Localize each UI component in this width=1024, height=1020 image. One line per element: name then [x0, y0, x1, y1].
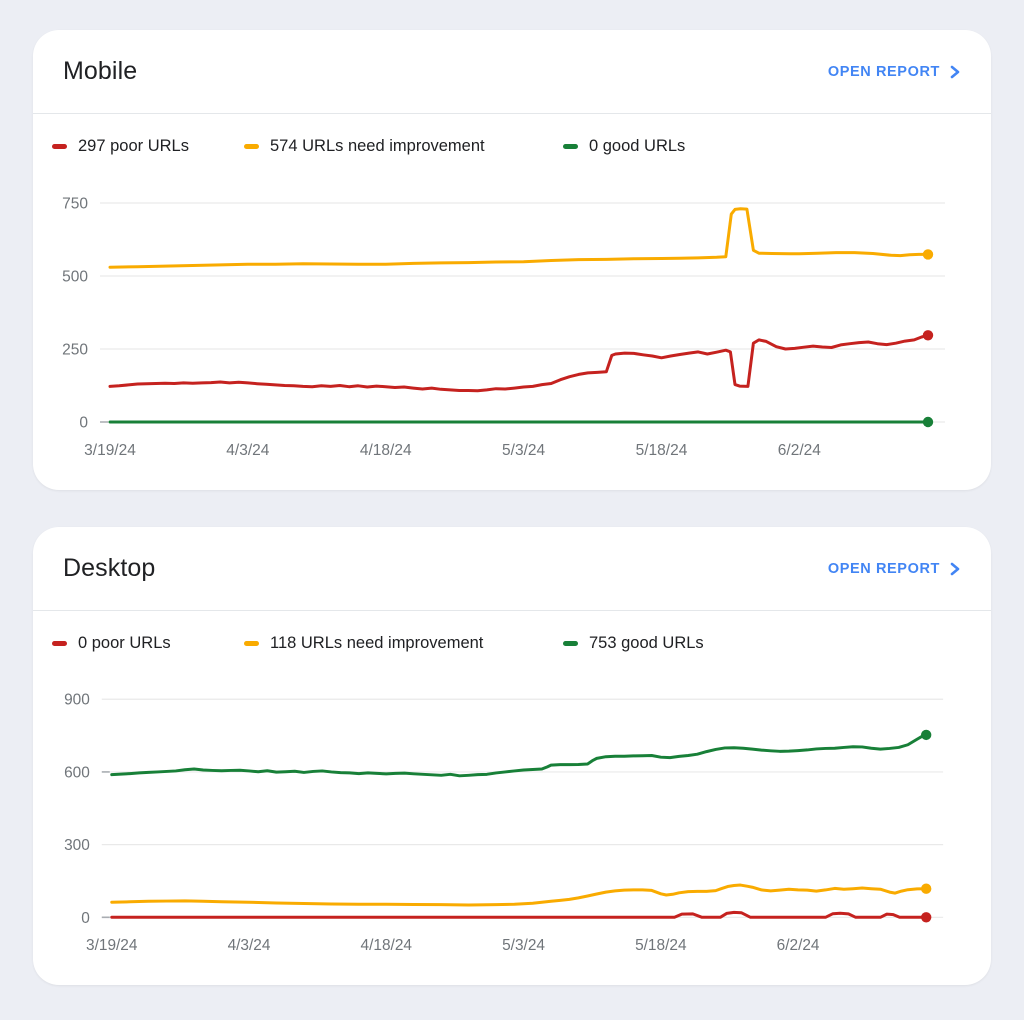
svg-text:3/19/24: 3/19/24	[86, 937, 138, 954]
svg-text:600: 600	[64, 764, 90, 781]
legend-item-poor: 297 poor URLs	[52, 137, 244, 156]
svg-text:4/18/24: 4/18/24	[360, 442, 412, 459]
svg-text:900: 900	[64, 692, 90, 709]
open-report-label: OPEN REPORT	[827, 63, 940, 80]
legend-item-good: 753 good URLs	[563, 634, 704, 653]
mobile-legend: 297 poor URLs 574 URLs need improvement …	[52, 137, 685, 156]
svg-text:6/2/24: 6/2/24	[778, 442, 821, 459]
desktop-card-title: Desktop	[63, 554, 156, 582]
good-swatch-icon	[563, 641, 578, 646]
svg-text:5/18/24: 5/18/24	[635, 937, 687, 954]
chevron-right-icon	[949, 562, 961, 576]
legend-item-poor: 0 poor URLs	[52, 634, 244, 653]
svg-text:4/18/24: 4/18/24	[361, 937, 413, 954]
open-report-label: OPEN REPORT	[827, 560, 940, 577]
svg-text:500: 500	[62, 269, 88, 286]
legend-label: 0 good URLs	[589, 137, 686, 155]
svg-text:5/18/24: 5/18/24	[636, 442, 688, 459]
svg-text:0: 0	[79, 415, 88, 432]
desktop-line-chart[interactable]: 900 600 300 0 3/19/24 4/3/24 4/18/24 5/3/24 5/18…	[33, 527, 991, 985]
mobile-card-header: Mobile OPEN REPORT	[33, 30, 991, 114]
legend-label: 118 URLs need improvement	[270, 634, 484, 652]
chevron-right-icon	[949, 65, 961, 79]
desktop-card: Desktop OPEN REPORT 0 poor URLs 118 URLs…	[33, 527, 991, 985]
svg-text:4/3/24: 4/3/24	[228, 937, 271, 954]
legend-label: 297 poor URLs	[78, 137, 189, 155]
good-swatch-icon	[563, 144, 578, 149]
mobile-line-chart[interactable]: 750 500 250 0 3/19/24 4/3/24 4/18/24 5/3/24 5/18…	[33, 30, 991, 490]
mobile-card-title: Mobile	[63, 57, 138, 85]
svg-text:3/19/24: 3/19/24	[84, 442, 136, 459]
desktop-legend: 0 poor URLs 118 URLs need improvement 75…	[52, 634, 704, 653]
legend-label: 0 poor URLs	[78, 634, 171, 652]
desktop-open-report-link[interactable]: OPEN REPORT	[828, 561, 961, 577]
desktop-card-header: Desktop OPEN REPORT	[33, 527, 991, 611]
needs-improvement-swatch-icon	[244, 144, 259, 149]
poor-swatch-icon	[52, 144, 67, 149]
legend-item-needs-improvement: 574 URLs need improvement	[244, 137, 563, 156]
legend-label: 574 URLs need improvement	[270, 137, 485, 155]
poor-swatch-icon	[52, 641, 67, 646]
svg-text:6/2/24: 6/2/24	[777, 937, 820, 954]
mobile-card: Mobile OPEN REPORT 297 poor URLs 574 URL…	[33, 30, 991, 490]
svg-text:250: 250	[62, 342, 88, 359]
legend-item-good: 0 good URLs	[563, 137, 685, 156]
svg-text:5/3/24: 5/3/24	[502, 442, 545, 459]
svg-text:750: 750	[62, 196, 88, 213]
mobile-open-report-link[interactable]: OPEN REPORT	[828, 64, 961, 80]
legend-label: 753 good URLs	[589, 634, 704, 652]
svg-text:0: 0	[81, 910, 90, 927]
legend-item-needs-improvement: 118 URLs need improvement	[244, 634, 563, 653]
svg-text:5/3/24: 5/3/24	[502, 937, 545, 954]
svg-text:4/3/24: 4/3/24	[226, 442, 269, 459]
svg-text:300: 300	[64, 837, 90, 854]
needs-improvement-swatch-icon	[244, 641, 259, 646]
